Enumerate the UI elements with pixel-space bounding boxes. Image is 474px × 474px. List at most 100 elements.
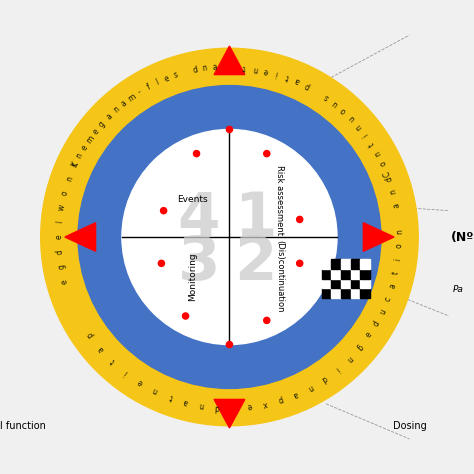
Text: e: e: [91, 127, 101, 136]
Text: Risk assessment: Risk assessment: [275, 164, 284, 235]
Text: o: o: [60, 190, 70, 196]
Text: t: t: [367, 140, 377, 148]
Bar: [341, 288, 351, 298]
Text: a: a: [104, 112, 114, 121]
Circle shape: [264, 317, 270, 323]
Circle shape: [193, 151, 200, 157]
Bar: [351, 269, 360, 279]
Text: o: o: [339, 106, 348, 116]
Bar: [331, 279, 341, 288]
Text: (Dis)continuation: (Dis)continuation: [275, 240, 284, 313]
Bar: [322, 279, 331, 288]
Text: l: l: [155, 78, 160, 87]
Text: p: p: [277, 394, 284, 404]
Circle shape: [122, 129, 337, 345]
Text: C: C: [382, 169, 392, 177]
Text: n: n: [354, 121, 364, 131]
Bar: [341, 259, 351, 269]
Text: o: o: [395, 243, 404, 248]
Text: d: d: [384, 175, 394, 182]
Text: t: t: [391, 270, 401, 275]
Text: a: a: [293, 76, 301, 86]
Text: K: K: [70, 161, 80, 169]
Bar: [322, 288, 331, 298]
Text: a: a: [96, 344, 106, 353]
Text: i: i: [122, 368, 129, 376]
Text: d: d: [319, 374, 328, 384]
Text: p: p: [303, 81, 311, 91]
Text: e: e: [80, 143, 90, 152]
Text: f: f: [145, 82, 152, 91]
Bar: [360, 288, 370, 298]
Text: n: n: [252, 64, 258, 73]
Text: t: t: [70, 162, 80, 168]
Text: g: g: [97, 119, 107, 128]
Polygon shape: [214, 400, 245, 428]
Circle shape: [78, 85, 381, 389]
Text: l: l: [55, 220, 64, 224]
Text: t: t: [242, 63, 246, 72]
Text: c: c: [383, 295, 393, 302]
Bar: [351, 279, 360, 288]
Text: d: d: [55, 249, 64, 255]
Polygon shape: [65, 223, 96, 251]
Circle shape: [41, 48, 418, 426]
Text: g: g: [355, 342, 365, 351]
Text: e: e: [163, 73, 170, 84]
Text: n: n: [74, 152, 85, 160]
Text: t: t: [168, 392, 174, 402]
Bar: [360, 279, 370, 288]
Text: n: n: [373, 149, 383, 158]
Text: -: -: [137, 88, 144, 97]
Circle shape: [297, 260, 303, 266]
Text: u: u: [346, 113, 356, 123]
Bar: [341, 279, 351, 288]
Text: d: d: [191, 65, 198, 75]
Text: n: n: [64, 175, 74, 182]
Circle shape: [182, 313, 189, 319]
Text: Pa: Pa: [452, 285, 463, 294]
Text: s: s: [173, 71, 179, 80]
Text: e: e: [55, 235, 64, 239]
Text: i: i: [333, 365, 341, 373]
Circle shape: [161, 208, 167, 214]
Bar: [341, 269, 351, 279]
Circle shape: [264, 151, 270, 157]
Text: i: i: [274, 69, 279, 78]
Bar: [331, 288, 341, 298]
Text: n: n: [111, 105, 121, 115]
Text: Dosing: Dosing: [392, 421, 426, 431]
Bar: [351, 288, 360, 298]
Text: e: e: [136, 377, 145, 387]
Text: 2: 2: [235, 234, 277, 293]
Text: e: e: [60, 278, 70, 284]
Text: n: n: [395, 229, 404, 235]
Text: u: u: [330, 99, 340, 109]
Bar: [351, 259, 360, 269]
Text: t: t: [109, 356, 117, 365]
Text: a: a: [212, 63, 218, 72]
Text: a: a: [388, 283, 398, 290]
Text: (Nº: (Nº: [450, 230, 474, 244]
Circle shape: [158, 260, 164, 266]
Bar: [322, 269, 331, 279]
Text: u: u: [378, 307, 388, 315]
Polygon shape: [364, 223, 394, 251]
Text: x: x: [262, 399, 268, 409]
Text: w: w: [57, 203, 67, 211]
Text: n: n: [202, 64, 208, 73]
Text: e: e: [246, 401, 252, 411]
Bar: [322, 259, 331, 269]
Text: e: e: [263, 66, 269, 75]
Bar: [360, 259, 370, 269]
Text: Monitoring: Monitoring: [188, 252, 197, 301]
Text: i: i: [394, 257, 403, 261]
Text: g: g: [57, 264, 66, 270]
Bar: [331, 269, 341, 279]
Circle shape: [227, 127, 233, 133]
Text: d: d: [214, 402, 220, 411]
Text: e: e: [364, 330, 374, 339]
Text: n: n: [389, 188, 399, 195]
Text: n: n: [344, 354, 354, 363]
Text: Events: Events: [177, 195, 208, 204]
